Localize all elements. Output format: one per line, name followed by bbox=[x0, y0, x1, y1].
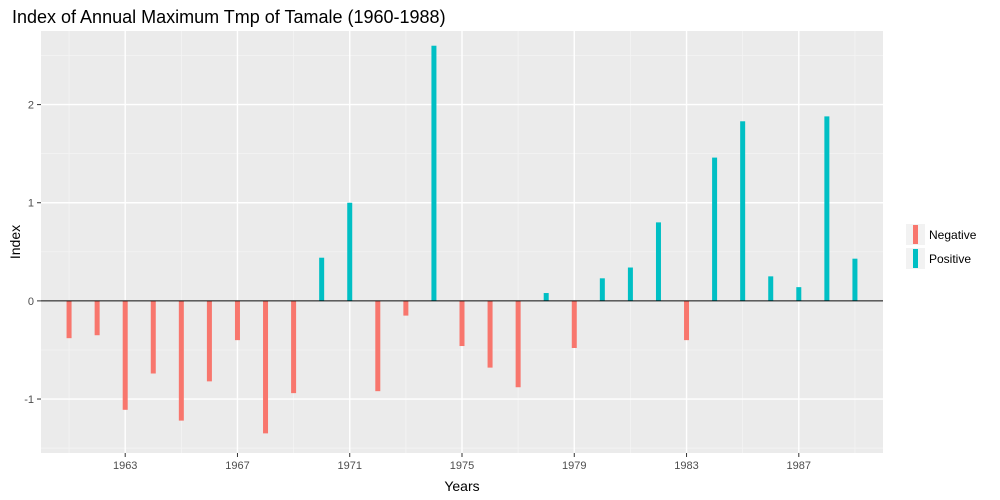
y-axis-label: Index bbox=[7, 225, 23, 259]
y-axis: -1 0 1 2 bbox=[24, 100, 41, 406]
x-tick-label: 1987 bbox=[787, 460, 811, 472]
bar-1981 bbox=[627, 267, 633, 301]
x-axis: 1963 1967 1971 1975 1979 1983 1987 bbox=[113, 453, 811, 472]
bar-1983 bbox=[684, 300, 690, 341]
bar-1969 bbox=[291, 300, 297, 394]
x-tick-label: 1967 bbox=[225, 460, 249, 472]
bar-1982 bbox=[655, 222, 661, 301]
minor-gridlines-x bbox=[68, 31, 856, 453]
x-tick-label: 1979 bbox=[562, 460, 586, 472]
y-tick-label: 0 bbox=[28, 296, 34, 308]
bar-1972 bbox=[375, 300, 381, 392]
bar-1979 bbox=[571, 300, 577, 348]
bar-1973 bbox=[403, 300, 409, 316]
y-tick-label: 2 bbox=[28, 100, 34, 112]
bar-1967 bbox=[234, 300, 240, 341]
bar-1988 bbox=[824, 116, 830, 301]
bar-1968 bbox=[263, 300, 269, 434]
bar-1984 bbox=[712, 157, 718, 301]
legend-key-positive bbox=[913, 249, 918, 268]
bar-1970 bbox=[319, 257, 325, 301]
bar-1978 bbox=[543, 293, 549, 301]
bar-1985 bbox=[740, 121, 746, 301]
major-gridlines-x bbox=[124, 31, 800, 453]
bar-1976 bbox=[487, 300, 493, 368]
bar-1963 bbox=[122, 300, 128, 410]
y-tick-label: 1 bbox=[28, 198, 34, 210]
bar-1965 bbox=[178, 300, 184, 421]
bar-1971 bbox=[347, 202, 353, 301]
x-tick-label: 1983 bbox=[674, 460, 698, 472]
legend-label-positive: Positive bbox=[929, 252, 971, 266]
bar-1974 bbox=[431, 45, 437, 301]
y-tick-label: -1 bbox=[24, 394, 34, 406]
bar-1987 bbox=[796, 287, 802, 301]
x-tick-label: 1963 bbox=[113, 460, 137, 472]
x-tick-label: 1971 bbox=[337, 460, 361, 472]
chart-title: Index of Annual Maximum Tmp of Tamale (1… bbox=[12, 7, 446, 27]
bar-1986 bbox=[768, 276, 774, 301]
bar-1962 bbox=[94, 300, 100, 336]
legend: Negative Positive bbox=[906, 224, 977, 269]
bar-1961 bbox=[66, 300, 72, 339]
legend-key-negative bbox=[913, 225, 918, 244]
x-tick-label: 1975 bbox=[450, 460, 474, 472]
bar-1964 bbox=[150, 300, 156, 374]
legend-label-negative: Negative bbox=[929, 228, 977, 242]
bars bbox=[66, 45, 858, 434]
x-axis-label: Years bbox=[444, 478, 479, 494]
bar-1980 bbox=[599, 278, 605, 301]
bar-1977 bbox=[515, 300, 521, 388]
bar-1989 bbox=[852, 258, 858, 301]
bar-1975 bbox=[459, 300, 465, 347]
bar-1966 bbox=[206, 300, 212, 382]
